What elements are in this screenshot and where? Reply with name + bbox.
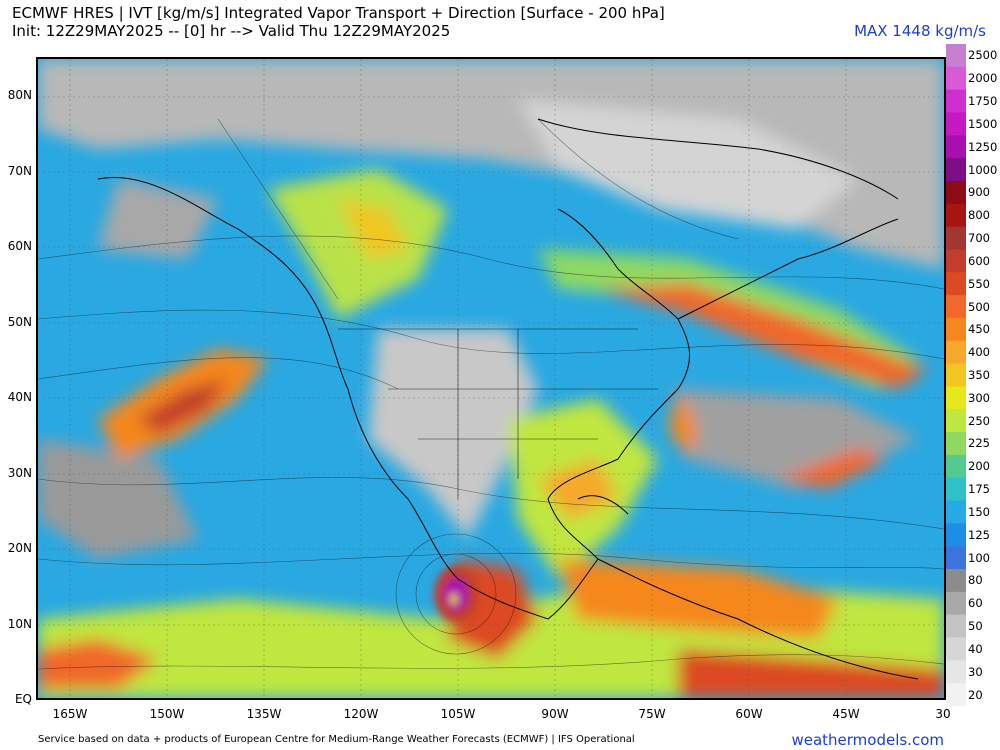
colorbar-swatch-30 <box>946 660 966 684</box>
colorbar-swatch-400 <box>946 340 966 365</box>
colorbar-label-900: 900 <box>968 185 990 200</box>
lat-label-50n: 50N <box>7 314 32 329</box>
colorbar-label-800: 800 <box>968 208 990 223</box>
colorbar-label-700: 700 <box>968 231 990 246</box>
colorbar-label-40: 40 <box>968 641 983 656</box>
lon-label-165w: 165W <box>52 707 88 721</box>
colorbar-swatch-500 <box>946 295 966 319</box>
colorbar-label-200: 200 <box>968 459 990 474</box>
lon-label-90w: 90W <box>541 707 569 721</box>
colorbar-label-1000: 1000 <box>968 162 998 177</box>
lat-label-20n: 20N <box>7 541 32 555</box>
colorbar-swatch-175 <box>946 477 966 502</box>
colorbar <box>946 44 966 706</box>
colorbar-swatch-2500 <box>946 44 966 68</box>
cyclone-core <box>434 566 478 622</box>
lon-label-120w: 120W <box>343 707 379 721</box>
colorbar-swatch-150 <box>946 500 966 524</box>
colorbar-swatch-250 <box>946 409 966 433</box>
colorbar-swatch-200 <box>946 454 966 479</box>
colorbar-swatch-700 <box>946 226 966 250</box>
colorbar-label-150: 150 <box>968 504 990 519</box>
coastlines <box>97 118 919 680</box>
colorbar-swatch-80 <box>946 569 966 593</box>
political-borders <box>338 328 658 499</box>
colorbar-label-2500: 2500 <box>968 48 998 63</box>
colorbar-label-550: 550 <box>968 276 990 291</box>
colorbar-swatch-60 <box>946 591 966 616</box>
colorbar-label-1500: 1500 <box>968 116 998 131</box>
map-canvas <box>38 59 944 698</box>
lat-label-10n: 10N <box>7 616 32 631</box>
colorbar-swatch-1500 <box>946 112 966 136</box>
colorbar-label-300: 300 <box>968 390 990 405</box>
colorbar-swatch-550 <box>946 272 966 296</box>
colorbar-swatch-900 <box>946 180 966 205</box>
lon-label-30: 30 <box>935 707 951 721</box>
colorbar-swatch-20 <box>946 683 966 706</box>
colorbar-label-400: 400 <box>968 345 990 360</box>
lon-label-60w: 60W <box>735 707 763 721</box>
colorbar-swatch-450 <box>946 317 966 342</box>
colorbar-label-350: 350 <box>968 368 990 382</box>
colorbar-label-125: 125 <box>968 527 990 542</box>
site-link[interactable]: weathermodels.com <box>791 731 944 749</box>
colorbar-label-500: 500 <box>968 299 990 314</box>
colorbar-swatch-125 <box>946 523 966 547</box>
colorbar-label-175: 175 <box>968 482 990 497</box>
colorbar-swatch-225 <box>946 432 966 456</box>
colorbar-label-1250: 1250 <box>968 139 998 154</box>
colorbar-label-60: 60 <box>968 596 983 611</box>
lat-label-eq: EQ <box>14 692 32 706</box>
lat-label-60n: 60N <box>7 239 32 253</box>
colorbar-label-2000: 2000 <box>968 71 998 86</box>
data-credit: Service based on data + products of Euro… <box>38 734 635 745</box>
lon-label-135w: 135W <box>246 707 282 721</box>
ivt-map <box>36 57 946 700</box>
colorbar-label-250: 250 <box>968 413 990 428</box>
colorbar-swatch-40 <box>946 637 966 661</box>
colorbar-swatch-600 <box>946 249 966 273</box>
colorbar-swatch-1250 <box>946 135 966 159</box>
colorbar-label-100: 100 <box>968 550 990 565</box>
chart-title: ECMWF HRES | IVT [kg/m/s] Integrated Vap… <box>12 4 665 40</box>
colorbar-label-1750: 1750 <box>968 94 998 109</box>
colorbar-label-20: 20 <box>968 687 983 702</box>
colorbar-swatch-300 <box>946 386 966 410</box>
lon-label-75w: 75W <box>638 707 666 721</box>
colorbar-label-450: 450 <box>968 322 990 337</box>
colorbar-swatch-350 <box>946 363 966 387</box>
streamlines <box>38 118 944 670</box>
title-line-2: Init: 12Z29MAY2025 -- [0] hr --> Valid T… <box>12 22 451 40</box>
colorbar-swatch-2000 <box>946 66 966 91</box>
lon-label-45w: 45W <box>832 707 860 721</box>
lat-label-80n: 80N <box>7 88 32 102</box>
max-value-label: MAX 1448 kg/m/s <box>854 22 986 40</box>
colorbar-swatch-800 <box>946 203 966 228</box>
colorbar-swatch-100 <box>946 546 966 570</box>
colorbar-label-600: 600 <box>968 253 990 268</box>
colorbar-label-225: 225 <box>968 436 990 451</box>
colorbar-swatch-1750 <box>946 89 966 113</box>
lon-label-150w: 150W <box>149 707 185 721</box>
lat-label-30n: 30N <box>7 465 32 480</box>
lon-label-105w: 105W <box>440 707 476 721</box>
colorbar-swatch-50 <box>946 614 966 639</box>
colorbar-label-30: 30 <box>968 664 983 679</box>
colorbar-swatch-1000 <box>946 158 966 182</box>
lat-label-40n: 40N <box>7 390 32 404</box>
colorbar-label-80: 80 <box>968 573 983 588</box>
ivt-field <box>38 59 944 698</box>
title-line-1: ECMWF HRES | IVT [kg/m/s] Integrated Vap… <box>12 4 665 22</box>
colorbar-label-50: 50 <box>968 619 983 634</box>
lat-label-70n: 70N <box>7 163 32 178</box>
graticule <box>38 59 944 698</box>
